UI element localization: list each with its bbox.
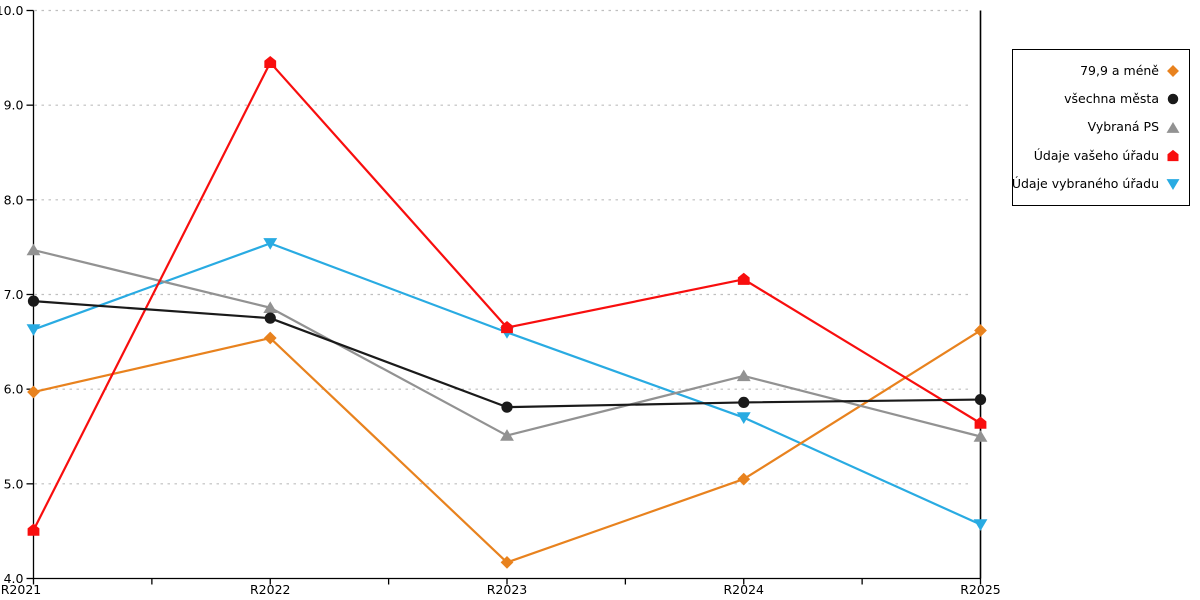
y-tick-label: 10.0 [0, 3, 24, 18]
pentagon-glyph [1167, 149, 1179, 161]
legend-marker-circle-icon [1167, 94, 1179, 105]
legend-item: všechna města [1017, 86, 1181, 112]
data-point-marker-pentagon [974, 416, 987, 429]
series-2 [27, 295, 987, 413]
data-point-marker-triangle-up [26, 243, 41, 256]
gridlines [34, 9, 973, 485]
data-point-marker-triangle-down [263, 238, 278, 250]
legend-marker-triangle-up-icon [1166, 121, 1180, 133]
y-tick-label: 6.0 [4, 382, 24, 397]
series-3 [26, 243, 988, 442]
data-point-marker-triangle-up [263, 301, 278, 314]
data-point-marker-pentagon [27, 523, 40, 536]
triangle-down-glyph [1166, 179, 1180, 190]
data-point-marker-diamond [27, 385, 40, 399]
series-5 [26, 238, 988, 531]
data-point-marker-circle [974, 393, 987, 406]
data-point-marker-diamond [974, 324, 987, 337]
x-tick-label: R2024 [724, 582, 765, 597]
legend-label: všechna města [1064, 91, 1159, 106]
data-point-marker-pentagon [264, 55, 277, 69]
y-axis: 4.0 5.0 6.0 7.0 8.0 9.0 10.0 [0, 3, 35, 586]
y-tick-label: 8.0 [4, 192, 24, 207]
data-point-marker-triangle-up [973, 430, 988, 442]
data-point-marker-triangle-down [973, 519, 988, 531]
data-point-marker-triangle-up [736, 369, 751, 382]
legend-marker-triangle-down-icon [1166, 179, 1180, 190]
y-tick-label: 4.0 [4, 571, 24, 586]
legend: 79,9 a méně všechna města Vybraná PS Údaje … [1012, 49, 1190, 206]
circle-glyph [1167, 94, 1179, 105]
series-1 [27, 324, 987, 569]
y-tick-label: 7.0 [4, 287, 24, 302]
data-point-marker-diamond [500, 556, 514, 569]
data-point-marker-pentagon [501, 321, 513, 334]
legend-item: 79,9 a méně [1017, 58, 1181, 84]
data-point-marker-diamond [737, 472, 751, 486]
triangle-up-glyph [1166, 121, 1180, 133]
series-4 [27, 55, 987, 536]
legend-item: Vybraná PS [1017, 115, 1181, 141]
legend-label: Vybraná PS [1087, 119, 1159, 135]
data-point-marker-circle [264, 312, 276, 324]
data-point-marker-triangle-up [500, 429, 514, 441]
y-tick-label: 9.0 [4, 98, 24, 113]
data-point-marker-circle [501, 401, 513, 413]
x-tick-label: R2022 [250, 582, 291, 597]
x-tick-label: R2021 [1, 582, 42, 597]
legend-marker-pentagon-icon [1167, 149, 1179, 161]
legend-item: Údaje vašeho úřadu [1017, 143, 1181, 169]
x-tick-label: R2025 [960, 582, 1001, 597]
series-line [32, 300, 982, 409]
data-point-marker-triangle-down [26, 324, 41, 336]
legend-item: Údaje vybraného úřadu [1012, 171, 1181, 197]
diamond-glyph [1167, 65, 1179, 77]
legend-label: Údaje vybraného úřadu [1011, 175, 1159, 191]
x-tick-label: R2023 [487, 582, 528, 597]
series-line [32, 329, 982, 564]
legend-label: 79,9 a méně [1080, 62, 1159, 78]
data-point-marker-circle [27, 295, 40, 307]
data-point-marker-pentagon [737, 272, 750, 285]
data-point-marker-triangle-down [736, 412, 751, 424]
x-axis: R2021 R2022 R2023 R2024 R2025 [1, 577, 1001, 597]
legend-label: Údaje vašeho úřadu [1033, 147, 1159, 163]
data-point-marker-diamond [263, 331, 277, 345]
data-point-marker-circle [738, 396, 750, 409]
legend-marker-diamond-icon [1167, 65, 1179, 77]
y-tick-label: 5.0 [4, 476, 24, 491]
